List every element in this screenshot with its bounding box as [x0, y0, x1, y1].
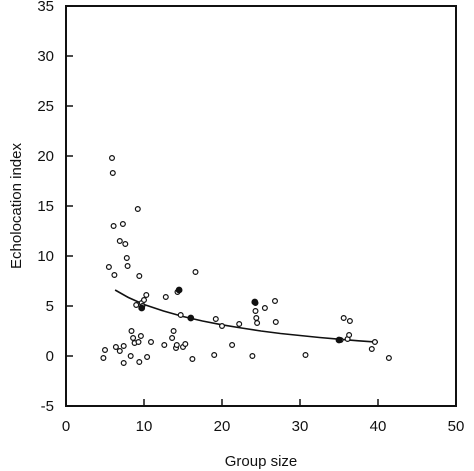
open-data-point: [368, 346, 375, 353]
y-tick-label: 30: [37, 48, 54, 65]
open-data-point: [105, 264, 112, 271]
open-data-point: [236, 321, 243, 328]
open-data-point: [340, 315, 347, 322]
open-data-point: [254, 320, 261, 327]
y-tick-label: 35: [37, 0, 54, 15]
open-data-point: [122, 241, 129, 248]
y-tick-label: 20: [37, 148, 54, 165]
open-data-point: [119, 221, 126, 228]
open-data-point: [111, 272, 118, 279]
open-data-point: [141, 297, 148, 304]
x-axis-ticks: 0 10 20 30 40 50: [62, 399, 465, 435]
open-data-point: [371, 339, 378, 346]
open-data-point: [192, 269, 199, 276]
open-data-point: [385, 355, 392, 362]
filled-data-point: [138, 304, 146, 312]
open-data-point: [136, 359, 143, 366]
x-tick-label: 50: [448, 418, 465, 435]
open-data-point: [346, 332, 353, 339]
x-tick-label: 30: [292, 418, 309, 435]
open-data-point: [249, 353, 256, 360]
filled-data-point: [187, 314, 195, 322]
open-data-point: [120, 360, 127, 367]
open-data-point: [182, 341, 189, 348]
fit-curve: [114, 289, 379, 343]
filled-data-point: [175, 286, 183, 294]
data-points: [100, 155, 392, 367]
open-data-point: [128, 328, 135, 335]
open-data-point: [101, 347, 108, 354]
open-data-point: [137, 333, 144, 340]
open-data-point: [177, 312, 184, 319]
open-data-point: [212, 316, 219, 323]
filled-data-point: [251, 298, 259, 306]
y-tick-label: -5: [41, 398, 54, 415]
open-data-point: [272, 298, 279, 305]
open-data-point: [173, 342, 180, 349]
y-tick-label: 5: [46, 298, 54, 315]
open-data-point: [211, 352, 218, 359]
open-data-point: [169, 335, 176, 342]
open-data-point: [346, 318, 353, 325]
open-data-point: [170, 328, 177, 335]
open-data-point: [130, 335, 137, 342]
open-data-point: [144, 354, 151, 361]
x-tick-label: 10: [136, 418, 153, 435]
open-data-point: [219, 323, 226, 330]
open-data-point: [112, 344, 119, 351]
open-data-point: [162, 294, 169, 301]
y-tick-label: 10: [37, 248, 54, 265]
x-axis-label: Group size: [225, 453, 298, 470]
open-data-point: [229, 342, 236, 349]
x-tick-label: 0: [62, 418, 70, 435]
open-data-point: [133, 302, 140, 309]
open-data-point: [124, 263, 131, 270]
open-data-point: [127, 353, 134, 360]
x-tick-label: 40: [370, 418, 387, 435]
open-data-point: [261, 305, 268, 312]
open-data-point: [136, 273, 143, 280]
open-data-point: [120, 343, 127, 350]
open-data-point: [302, 352, 309, 359]
open-data-point: [134, 206, 141, 213]
open-data-point: [116, 238, 123, 245]
open-data-point: [123, 255, 130, 262]
open-data-point: [110, 223, 117, 230]
y-tick-label: 0: [46, 348, 54, 365]
open-data-point: [252, 308, 259, 315]
open-data-point: [108, 155, 115, 162]
open-data-point: [189, 356, 196, 363]
open-data-point: [272, 319, 279, 326]
y-tick-label: 25: [37, 98, 54, 115]
open-data-point: [161, 342, 168, 349]
open-data-point: [109, 170, 116, 177]
open-data-point: [143, 292, 150, 299]
open-data-point: [100, 355, 107, 362]
x-tick-label: 20: [214, 418, 231, 435]
open-data-point: [253, 315, 260, 322]
y-axis-label: Echolocation index: [8, 143, 25, 269]
open-data-point: [116, 348, 123, 355]
open-data-point: [148, 339, 155, 346]
y-axis-ticks: -5 0 5 10 15 20 25 30 35: [37, 0, 73, 415]
filled-data-point: [335, 336, 343, 344]
open-data-point: [135, 339, 142, 346]
y-tick-label: 15: [37, 198, 54, 215]
